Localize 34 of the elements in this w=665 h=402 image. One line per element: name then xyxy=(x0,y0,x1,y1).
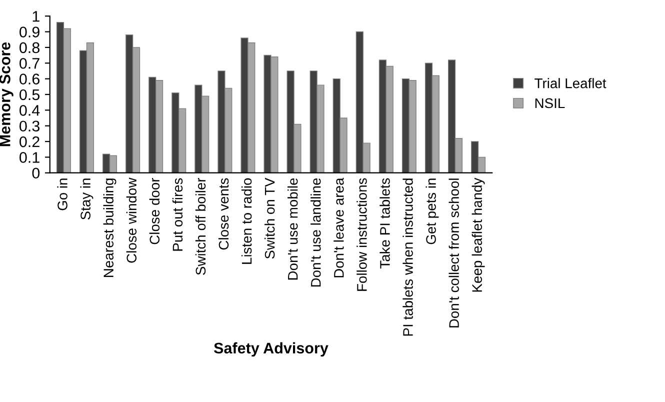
y-tick-label: 0 xyxy=(32,168,40,179)
x-tick-label: Nearest building xyxy=(103,178,116,277)
y-tick-label: 0.2 xyxy=(20,136,40,148)
x-tick-label: Switch on TV xyxy=(264,178,275,259)
y-tick-label: 0.9 xyxy=(20,26,40,38)
x-tick-label: Switch off boiler xyxy=(195,178,206,275)
x-tick-label: Follow instructions xyxy=(356,178,367,291)
x-tick-label: Close vents xyxy=(218,178,229,250)
y-tick-label: 0.5 xyxy=(20,89,40,100)
x-tick-label: Close door xyxy=(149,178,160,244)
y-tick-label: 0.1 xyxy=(20,152,40,163)
legend-label: NSIL xyxy=(535,98,565,108)
y-tick-label: 0.7 xyxy=(20,58,40,69)
x-tick-label: Keep leaflet handy xyxy=(472,178,485,292)
x-tick-label: Don't use landline xyxy=(310,178,321,287)
x-tick-label: Don't use mobile xyxy=(288,178,298,280)
x-tick-label: Put out fires xyxy=(172,178,183,251)
y-tick-label: 0.6 xyxy=(20,74,40,84)
y-tick-label: 1 xyxy=(32,11,40,22)
y-tick-label: 0.4 xyxy=(20,105,40,116)
x-tick-label: Listen to radio xyxy=(241,178,252,264)
x-tick-label: PI tablets when instructed xyxy=(402,178,413,336)
x-tick-label: Stay in xyxy=(80,178,94,220)
y-axis-title: Memory Score xyxy=(0,42,14,146)
x-axis-title: Safety Advisory xyxy=(214,342,328,357)
x-tick-label: Get pets in xyxy=(426,178,439,244)
x-tick-label: Take PI tablets xyxy=(380,178,390,268)
y-tick-label: 0.3 xyxy=(20,120,40,132)
x-tick-label: Close window xyxy=(126,178,137,263)
legend-label: Trial Leaflet xyxy=(534,78,606,88)
x-tick-label: Go in xyxy=(57,178,68,210)
y-tick-label: 0.8 xyxy=(20,42,40,54)
x-tick-label: Don't leave area xyxy=(334,178,344,278)
x-tick-label: Don't collect from school xyxy=(448,178,459,328)
